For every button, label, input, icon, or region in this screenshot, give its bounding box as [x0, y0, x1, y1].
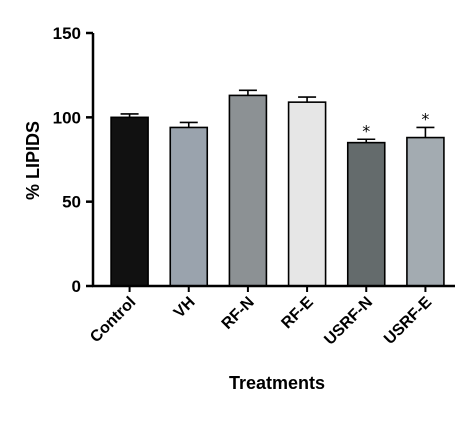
bar-control: [110, 116, 149, 287]
x-tick-label: RF-E: [278, 294, 317, 333]
x-tick-label: USRF-N: [321, 294, 376, 349]
error-bars-group: [120, 89, 435, 143]
bar-rf-e: [287, 101, 327, 287]
y-axis-ticks: 0 50 100 150: [53, 24, 93, 296]
x-axis-tick-labels: Control VH RF-N RF-E USRF-N USRF-E: [87, 286, 435, 349]
x-tick-label: RF-N: [219, 294, 258, 333]
x-tick-label: USRF-E: [381, 294, 435, 348]
y-axis-title: % LIPIDS: [23, 121, 43, 200]
significance-star: *: [421, 109, 429, 128]
x-axis-title: Treatments: [229, 373, 325, 393]
y-tick-label: 0: [72, 277, 81, 296]
y-tick-label: 150: [53, 24, 81, 43]
bar-rf-n: [228, 94, 268, 287]
x-tick-label: VH: [171, 294, 199, 322]
significance-star: *: [362, 121, 370, 140]
x-tick-label: Control: [87, 294, 139, 346]
bar-usrf-n: [346, 141, 386, 287]
cropped-caption-bottom: [0, 402, 474, 422]
bar-usrf-e: [406, 136, 445, 287]
bar-vh: [169, 126, 209, 287]
significance-markers-group: **: [362, 109, 429, 140]
y-tick-label: 50: [62, 193, 81, 212]
bars-group: [110, 94, 445, 287]
y-tick-label: 100: [53, 108, 81, 127]
